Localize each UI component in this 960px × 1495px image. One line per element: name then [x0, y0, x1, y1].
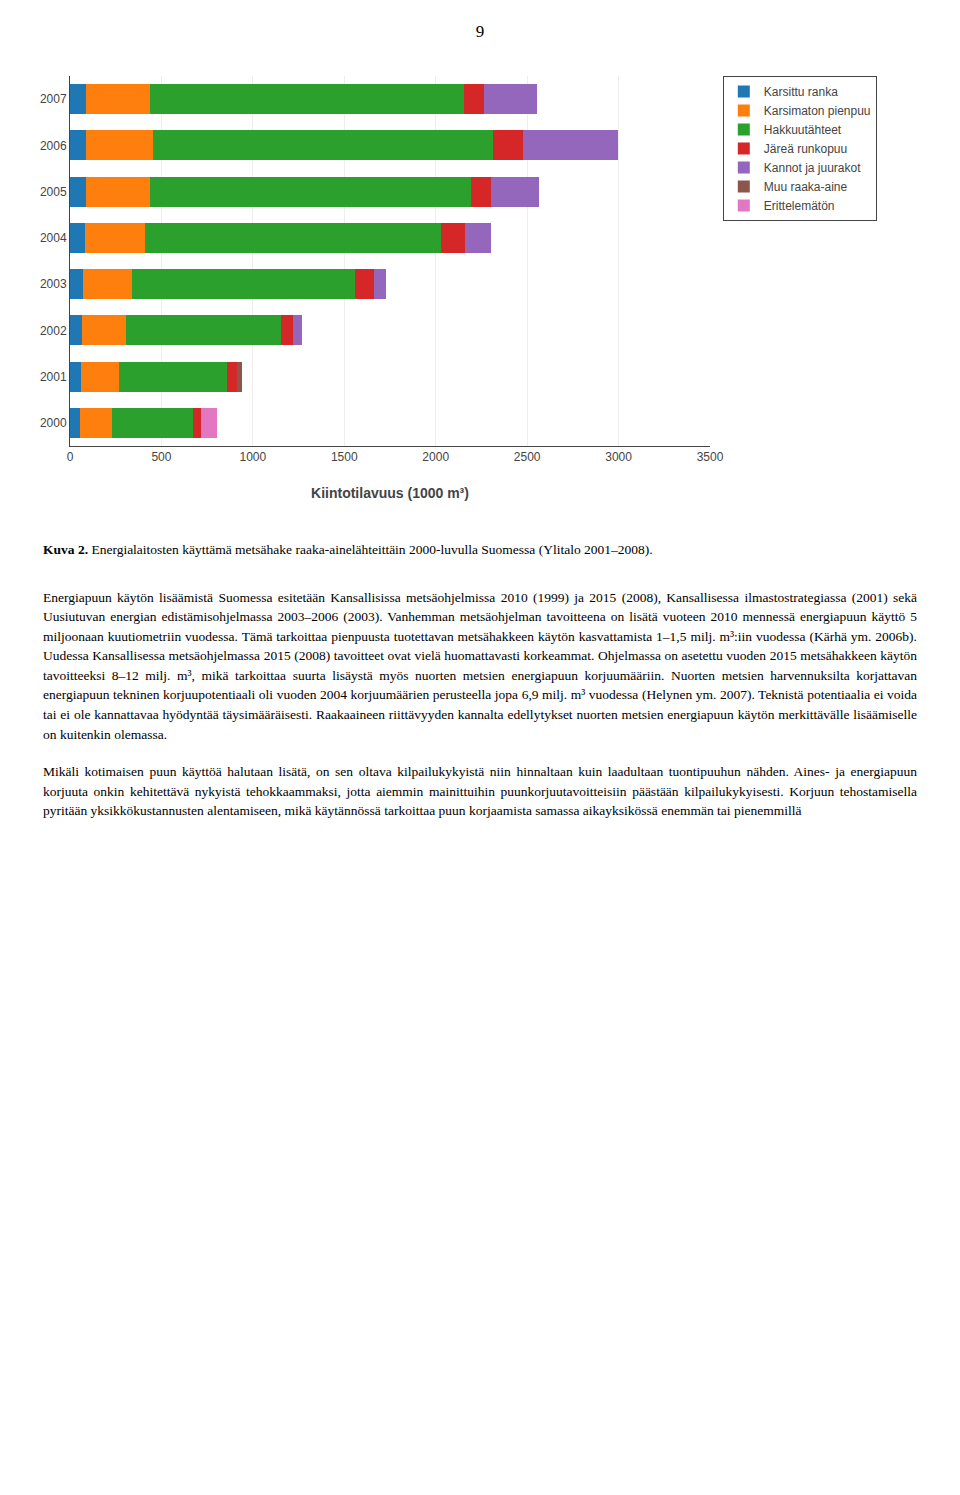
svg-text:2004: 2004 [40, 231, 67, 245]
svg-text:2000: 2000 [422, 450, 449, 464]
svg-text:Erittelemätön: Erittelemätön [764, 199, 835, 213]
svg-text:0: 0 [67, 450, 74, 464]
svg-text:Hakkuutähteet: Hakkuutähteet [764, 123, 842, 137]
svg-text:3000: 3000 [605, 450, 632, 464]
svg-text:2007: 2007 [40, 92, 67, 106]
svg-text:2006: 2006 [40, 139, 67, 153]
html-text:Energiapuun käytön lisäämistä: Energiapuun käytön lisäämistä Suomessa e… [43, 589, 917, 742]
html-text:Mikäli kotimaisen puun käyttöä: Mikäli kotimaisen puun käyttöä halutaan … [43, 764, 917, 819]
svg-text:2003: 2003 [40, 277, 67, 291]
svg-text:Kiintotilavuus (1000 m³): Kiintotilavuus (1000 m³) [311, 485, 469, 501]
svg-text:Muu raaka-aine: Muu raaka-aine [764, 180, 848, 194]
svg-text:Karsittu ranka: Karsittu ranka [764, 85, 838, 99]
svg-text:2002: 2002 [40, 324, 67, 338]
svg-text:500: 500 [151, 450, 171, 464]
svg-text:Järeä runkopuu: Järeä runkopuu [764, 142, 847, 156]
html-text:9: 9 [475, 22, 485, 41]
svg-text:Karsimaton pienpuu: Karsimaton pienpuu [764, 104, 871, 118]
svg-text:2000: 2000 [40, 416, 67, 430]
svg-text:1500: 1500 [331, 450, 358, 464]
html-text:Kuva 2. Energialaitosten käytt: Kuva 2. Energialaitosten käyttämä metsäh… [43, 542, 653, 557]
svg-text:3500: 3500 [697, 450, 724, 464]
svg-text:2500: 2500 [514, 450, 541, 464]
svg-text:Kannot ja juurakot: Kannot ja juurakot [764, 161, 861, 175]
svg-text:2001: 2001 [40, 370, 67, 384]
svg-text:2005: 2005 [40, 185, 67, 199]
svg-text:1000: 1000 [240, 450, 267, 464]
